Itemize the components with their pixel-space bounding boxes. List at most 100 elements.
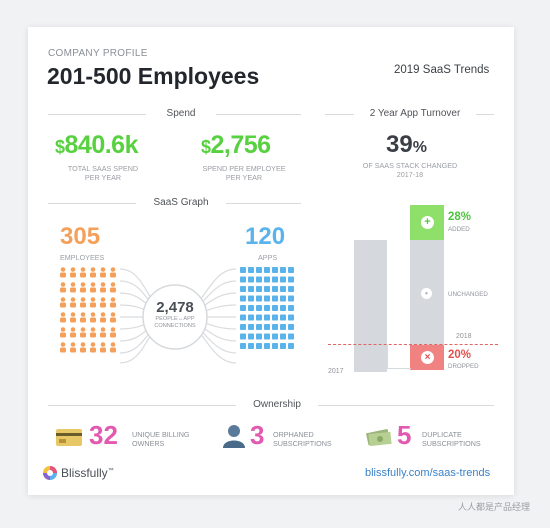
app-icon <box>288 267 294 273</box>
person-icon <box>110 312 116 323</box>
blissfully-logo-icon <box>43 466 57 480</box>
app-icon <box>272 295 278 302</box>
app-icon <box>248 305 254 311</box>
app-icon <box>240 295 246 302</box>
orphaned-caption: ORPHANED SUBSCRIPTIONS <box>273 430 332 448</box>
person-icon <box>60 312 66 323</box>
person-icon <box>100 312 106 323</box>
app-icon <box>264 324 270 330</box>
person-icon <box>90 327 96 338</box>
added-percent: 28% <box>448 211 472 223</box>
app-icon <box>280 314 286 321</box>
connector <box>387 345 411 369</box>
app-icon <box>240 333 246 340</box>
dropped-percent: 20% <box>448 349 472 361</box>
app-icon <box>288 343 294 349</box>
app-icon <box>264 267 270 273</box>
app-icon <box>240 276 246 283</box>
app-icon <box>264 314 270 321</box>
person-silhouette-icon <box>223 425 245 448</box>
app-icon <box>248 276 254 283</box>
footer-url-link[interactable]: blissfully.com/saas-trends <box>365 467 491 479</box>
person-icon <box>90 267 96 278</box>
app-icon <box>272 286 278 292</box>
ownership-section-label: Ownership <box>236 399 318 410</box>
app-icon <box>264 305 270 311</box>
bar-2017 <box>354 240 387 372</box>
total-spend-caption: TOTAL SAAS SPEND PER YEAR <box>55 164 151 182</box>
person-icon <box>90 282 96 293</box>
turnover-unit: % <box>412 139 427 156</box>
person-icon <box>70 312 76 323</box>
billing-owners-caption-line2: OWNERS <box>132 439 165 448</box>
connections-block: 2,478 PEOPLE↔APP CONNECTIONS <box>140 299 210 330</box>
app-icon <box>256 295 262 302</box>
added-segment: + <box>410 205 444 240</box>
duplicate-value: 5 <box>397 420 412 450</box>
duplicate-caption: DUPLICATE SUBSCRIPTIONS <box>422 430 481 448</box>
app-icon <box>288 314 294 321</box>
app-icon <box>288 333 294 340</box>
per-employee-currency: $ <box>201 137 211 157</box>
page-title: 201-500 Employees <box>47 63 260 89</box>
person-icon <box>90 297 96 308</box>
app-icon <box>256 343 262 349</box>
added-label: ADDED <box>448 226 470 233</box>
app-icon <box>288 286 294 292</box>
connections-label-line1: PEOPLE↔APP <box>155 316 195 322</box>
app-icon <box>256 267 262 273</box>
app-icon <box>272 343 278 349</box>
turnover-caption-line1: OF SAAS STACK CHANGED <box>362 161 458 170</box>
app-icon <box>264 286 270 292</box>
person-icon <box>110 282 116 293</box>
app-icon <box>248 314 254 321</box>
turnover-number: 39 <box>386 131 413 158</box>
app-icon <box>240 267 246 273</box>
per-employee-caption: SPEND PER EMPLOYEE PER YEAR <box>194 164 294 182</box>
app-icon <box>280 324 286 330</box>
brand-text: Blissfully <box>61 466 108 480</box>
apps-label: APPS <box>258 253 278 262</box>
duplicate-caption-line1: DUPLICATE <box>422 430 462 439</box>
dot-icon: • <box>421 288 432 299</box>
app-icon <box>248 286 254 292</box>
person-icon <box>110 297 116 308</box>
person-icon <box>80 297 86 308</box>
employees-value: 305 <box>60 223 101 250</box>
dropped-segment: × <box>410 345 444 370</box>
turnover-value: 39% <box>386 131 427 159</box>
year-2017-label: 2017 <box>328 368 344 375</box>
person-icon <box>100 267 106 278</box>
billing-owners-value: 32 <box>89 420 118 450</box>
app-icon <box>264 333 270 340</box>
app-icon <box>256 314 262 321</box>
billing-owners-caption-line1: UNIQUE BILLING <box>132 430 190 439</box>
unchanged-label: UNCHANGED <box>448 291 488 298</box>
employees-label: EMPLOYEES <box>60 253 105 262</box>
app-icon <box>256 324 262 330</box>
app-icon <box>248 324 254 330</box>
app-icon <box>272 305 278 311</box>
app-icon <box>288 295 294 302</box>
per-employee-spend-value: $2,756 <box>201 131 271 160</box>
person-icon <box>110 267 116 278</box>
per-employee-caption-line1: SPEND PER EMPLOYEE <box>202 164 286 173</box>
employee-icons-grid <box>60 267 116 353</box>
app-icon <box>288 305 294 311</box>
app-icon <box>280 295 286 302</box>
plus-icon: + <box>421 216 434 229</box>
app-icon <box>272 276 278 283</box>
app-icons-grid <box>240 267 294 349</box>
duplicate-caption-line2: SUBSCRIPTIONS <box>422 439 481 448</box>
person-icon <box>60 282 66 293</box>
app-icon <box>264 343 270 349</box>
app-icon <box>256 276 262 283</box>
money-stack-icon <box>366 428 392 447</box>
person-icon <box>70 282 76 293</box>
person-icon <box>100 282 106 293</box>
brand-name: Blissfully™ <box>61 466 114 480</box>
app-icon <box>248 343 254 349</box>
graph-section-label: SaaS Graph <box>136 197 226 208</box>
app-icon <box>248 267 254 273</box>
total-spend-caption-line1: TOTAL SAAS SPEND <box>67 164 139 173</box>
